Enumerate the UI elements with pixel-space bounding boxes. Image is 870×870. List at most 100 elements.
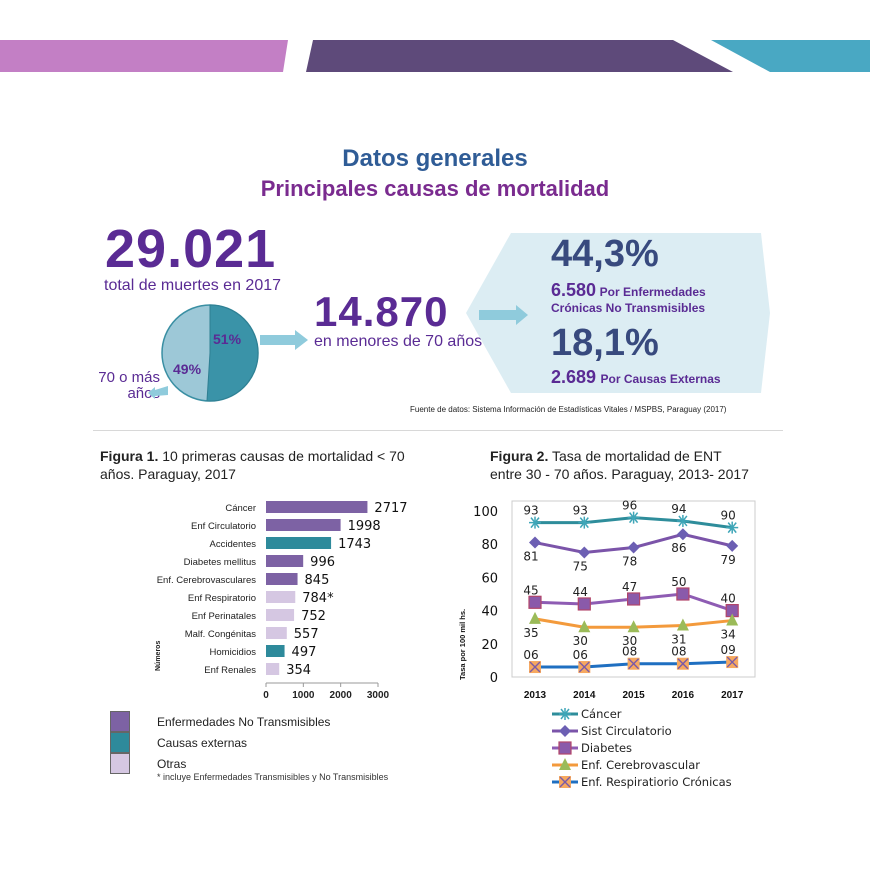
data-label: 06	[573, 648, 588, 662]
legend-label: Enf. Cerebrovascular	[581, 758, 700, 772]
legend-item: Enfermedades No Transmisibles	[110, 711, 330, 732]
x-tick-label: 2016	[672, 690, 695, 701]
legend-item: Cáncer	[552, 707, 622, 721]
y-axis-label: Tasa por 100 mil hs.	[458, 609, 467, 680]
plot-area	[511, 500, 756, 678]
bar	[266, 645, 285, 657]
data-label: 90	[721, 509, 736, 523]
bar-category-label: Diabetes mellitus	[184, 557, 257, 568]
pie-label-over70: 49%	[173, 361, 202, 377]
ncd-label-line2: Crónicas No Transmisibles	[551, 301, 706, 315]
pie-label-under70: 51%	[213, 331, 242, 347]
over70-label-line2: años	[127, 385, 160, 402]
data-point-marker	[578, 546, 591, 559]
ext-percent: 18,1%	[551, 322, 659, 364]
data-label: 81	[523, 550, 538, 564]
bar-value-label: 1743	[338, 537, 371, 552]
y-axis-label: Números	[155, 641, 162, 671]
data-point-marker	[627, 620, 640, 633]
divider	[93, 430, 783, 431]
x-tick-label: 2000	[330, 690, 353, 701]
figure2-label: Figura 2.	[490, 448, 549, 464]
over70-label: 70 o más años	[96, 370, 160, 402]
page-subtitle: Principales causas de mortalidad	[260, 176, 610, 201]
under70-deaths: 14.870	[314, 288, 449, 335]
legend-item: Otras	[110, 753, 186, 774]
arrow-right-icon	[479, 305, 528, 325]
bar-category-label: Enf Respiratorio	[188, 593, 256, 604]
bar-value-label: 497	[292, 645, 317, 660]
figure2-text-line2: entre 30 - 70 años. Paraguay, 2013- 2017	[490, 466, 749, 482]
bar-value-label: 752	[301, 609, 326, 624]
bar	[266, 663, 280, 675]
data-label: 86	[671, 541, 686, 555]
bar-value-label: 784*	[302, 591, 334, 606]
data-point-marker	[676, 514, 689, 527]
data-point-marker	[578, 620, 591, 633]
page-title: Datos generales	[342, 145, 528, 172]
legend-item: Enf. Cerebrovascular	[552, 758, 700, 772]
bar-category-label: Enf Perinatales	[192, 611, 257, 622]
figure2-legend: Cáncer Sist Circulatorio Diabetes Enf. Cere…	[552, 707, 732, 789]
banner-teal	[711, 40, 870, 72]
data-label: 34	[721, 628, 736, 642]
data-point-marker	[529, 661, 541, 674]
y-tick-label: 80	[481, 538, 498, 553]
data-point-marker	[559, 708, 571, 720]
figure1-footnote: * incluye Enfermedades Transmisibles y N…	[157, 772, 389, 782]
data-label: 40	[721, 592, 736, 606]
data-point-marker	[676, 657, 689, 670]
data-point-marker	[529, 536, 541, 549]
legend-label: Sist Circulatorio	[581, 724, 672, 738]
x-tick-label: 2014	[573, 690, 596, 701]
total-deaths: 29.021	[105, 219, 277, 279]
legend-item: Sist Circulatorio	[552, 724, 672, 738]
figure1-bar-chart: Cáncer 2717 Enf Circulatorio 1998 Accidentes…	[155, 501, 408, 701]
legend-label: Causas externas	[157, 735, 248, 750]
legend-label: Diabetes	[581, 741, 632, 755]
data-label: 44	[573, 585, 588, 599]
total-deaths-label: total de muertes en 2017	[104, 277, 282, 294]
data-label: 08	[622, 645, 637, 659]
bar-value-label: 996	[310, 555, 335, 570]
arrow-right-icon	[260, 330, 308, 350]
x-tick-label: 2013	[524, 690, 547, 701]
data-point-marker	[529, 516, 541, 529]
age-pie-chart	[161, 304, 259, 402]
legend-label: Otras	[157, 756, 187, 771]
bar-category-label: Enf. Cerebrovasculares	[157, 575, 257, 586]
bar-category-label: Accidentes	[210, 539, 257, 550]
x-tick-label: 3000	[367, 690, 390, 701]
legend-item: Causas externas	[110, 732, 247, 753]
data-point-marker	[627, 541, 640, 554]
data-point-marker	[627, 592, 641, 606]
data-point-marker	[559, 758, 571, 770]
legend-item: Enf. Respiratiorio Crónicas	[552, 775, 732, 789]
figure2-title: Figura 2. Tasa de mortalidad de ENT entr…	[490, 447, 790, 483]
legend-swatch	[110, 753, 130, 774]
figure2-line-chart: 0 20 40 60 80 100 2013 2014 2015 2016 2017 Tasa por…	[458, 499, 756, 701]
bar	[266, 501, 368, 513]
data-point-marker	[627, 657, 640, 670]
figure1-label: Figura 1.	[100, 448, 159, 464]
bar-category-label: Homicidios	[210, 647, 257, 658]
ncd-label-line1: Por Enfermedades	[599, 285, 706, 299]
banner-purple	[306, 40, 733, 72]
bar	[266, 519, 341, 531]
bar-value-label: 845	[305, 573, 330, 588]
ncd-percent: 44,3%	[551, 233, 659, 275]
data-point-marker	[528, 595, 542, 609]
data-point-marker	[726, 521, 739, 534]
bar	[266, 609, 295, 621]
figure2-text-line1: Tasa de mortalidad de ENT	[552, 448, 722, 464]
data-point-marker	[559, 725, 571, 737]
under70-label: en menores de 70 años	[314, 333, 483, 350]
ncd-detail: 6.580 Por Enfermedades Crónicas No Trans…	[551, 281, 706, 316]
bar-category-label: Cáncer	[225, 503, 256, 514]
data-label: 30	[573, 634, 588, 648]
x-tick-label: 2017	[721, 690, 744, 701]
legend-swatch	[110, 711, 130, 732]
data-point-marker	[676, 528, 689, 541]
data-point-marker	[726, 613, 739, 626]
over70-label-line1: 70 o más	[98, 369, 160, 386]
